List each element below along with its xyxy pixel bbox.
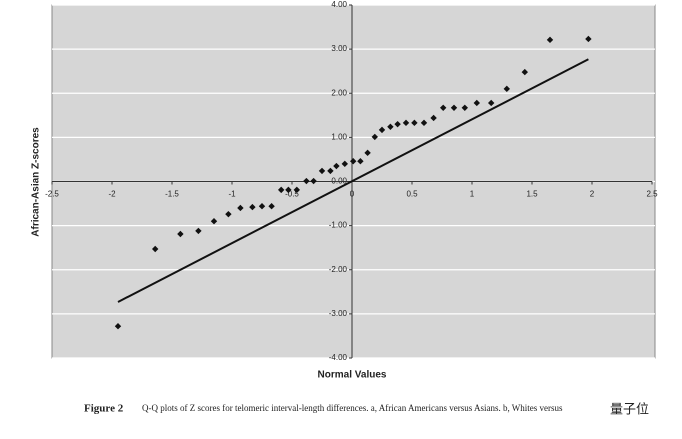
x-tick-label: -2.5 [45,190,59,199]
y-tick-label: -2.00 [329,265,348,274]
data-point [357,158,364,165]
watermark: 量子位 [610,401,649,416]
data-point [350,158,357,165]
data-point [521,68,528,76]
data-point [488,99,495,107]
data-point [225,210,232,218]
y-tick-label: 2.00 [331,88,347,97]
data-point [293,186,300,194]
data-point [546,36,554,44]
data-point [237,204,244,212]
data-point [327,167,334,175]
x-tick-label: -1.5 [165,190,179,199]
x-tick-label: 1.5 [526,190,538,199]
data-point [318,167,326,175]
x-tick-label: 1 [470,190,475,199]
data-point [450,104,458,112]
y-tick-label: 4.00 [331,0,347,9]
data-point [420,119,428,127]
x-tick-label: 0 [350,190,355,199]
data-point [258,203,266,210]
x-tick-label: -2 [108,190,116,199]
x-tick-label: -1 [228,190,236,199]
data-point [394,120,401,128]
data-point [473,99,480,107]
data-point [402,119,410,127]
x-axis-title: Normal Values [318,370,387,381]
data-point [387,123,394,130]
data-point [303,177,310,185]
y-tick-label: -4.00 [329,353,348,362]
y-tick-label: 3.00 [331,44,347,53]
reference-line [117,58,589,303]
x-tick-label: 2 [590,190,595,199]
data-point [333,162,340,170]
data-point [430,114,437,122]
data-point [364,149,371,157]
x-tick-label: 0.5 [406,190,418,199]
data-point [268,203,275,210]
caption-label: Figure 2 [84,403,124,415]
caption: Q-Q plots of Z scores for telomeric inte… [142,403,563,413]
data-point [285,186,292,194]
data-point [378,126,386,134]
data-point [371,133,378,141]
data-point [411,119,418,127]
x-tick-label: 2.5 [646,190,658,199]
data-point [440,104,447,112]
y-tick-label: -3.00 [329,309,348,318]
y-axis-title: African-Asian Z-scores [31,127,42,237]
data-point [461,104,468,112]
x-tick-label: -0.5 [285,190,299,199]
data-point [195,227,202,235]
data-point [310,177,317,185]
data-point [341,160,348,168]
data-point [152,245,159,253]
y-tick-label: -1.00 [329,221,348,230]
data-point [278,186,285,194]
data-point [114,323,122,330]
data-point [177,230,184,238]
data-point [210,218,218,225]
data-point [249,203,256,211]
data-point [585,35,592,43]
data-point [503,85,510,93]
y-tick-label: 1.00 [331,132,347,141]
